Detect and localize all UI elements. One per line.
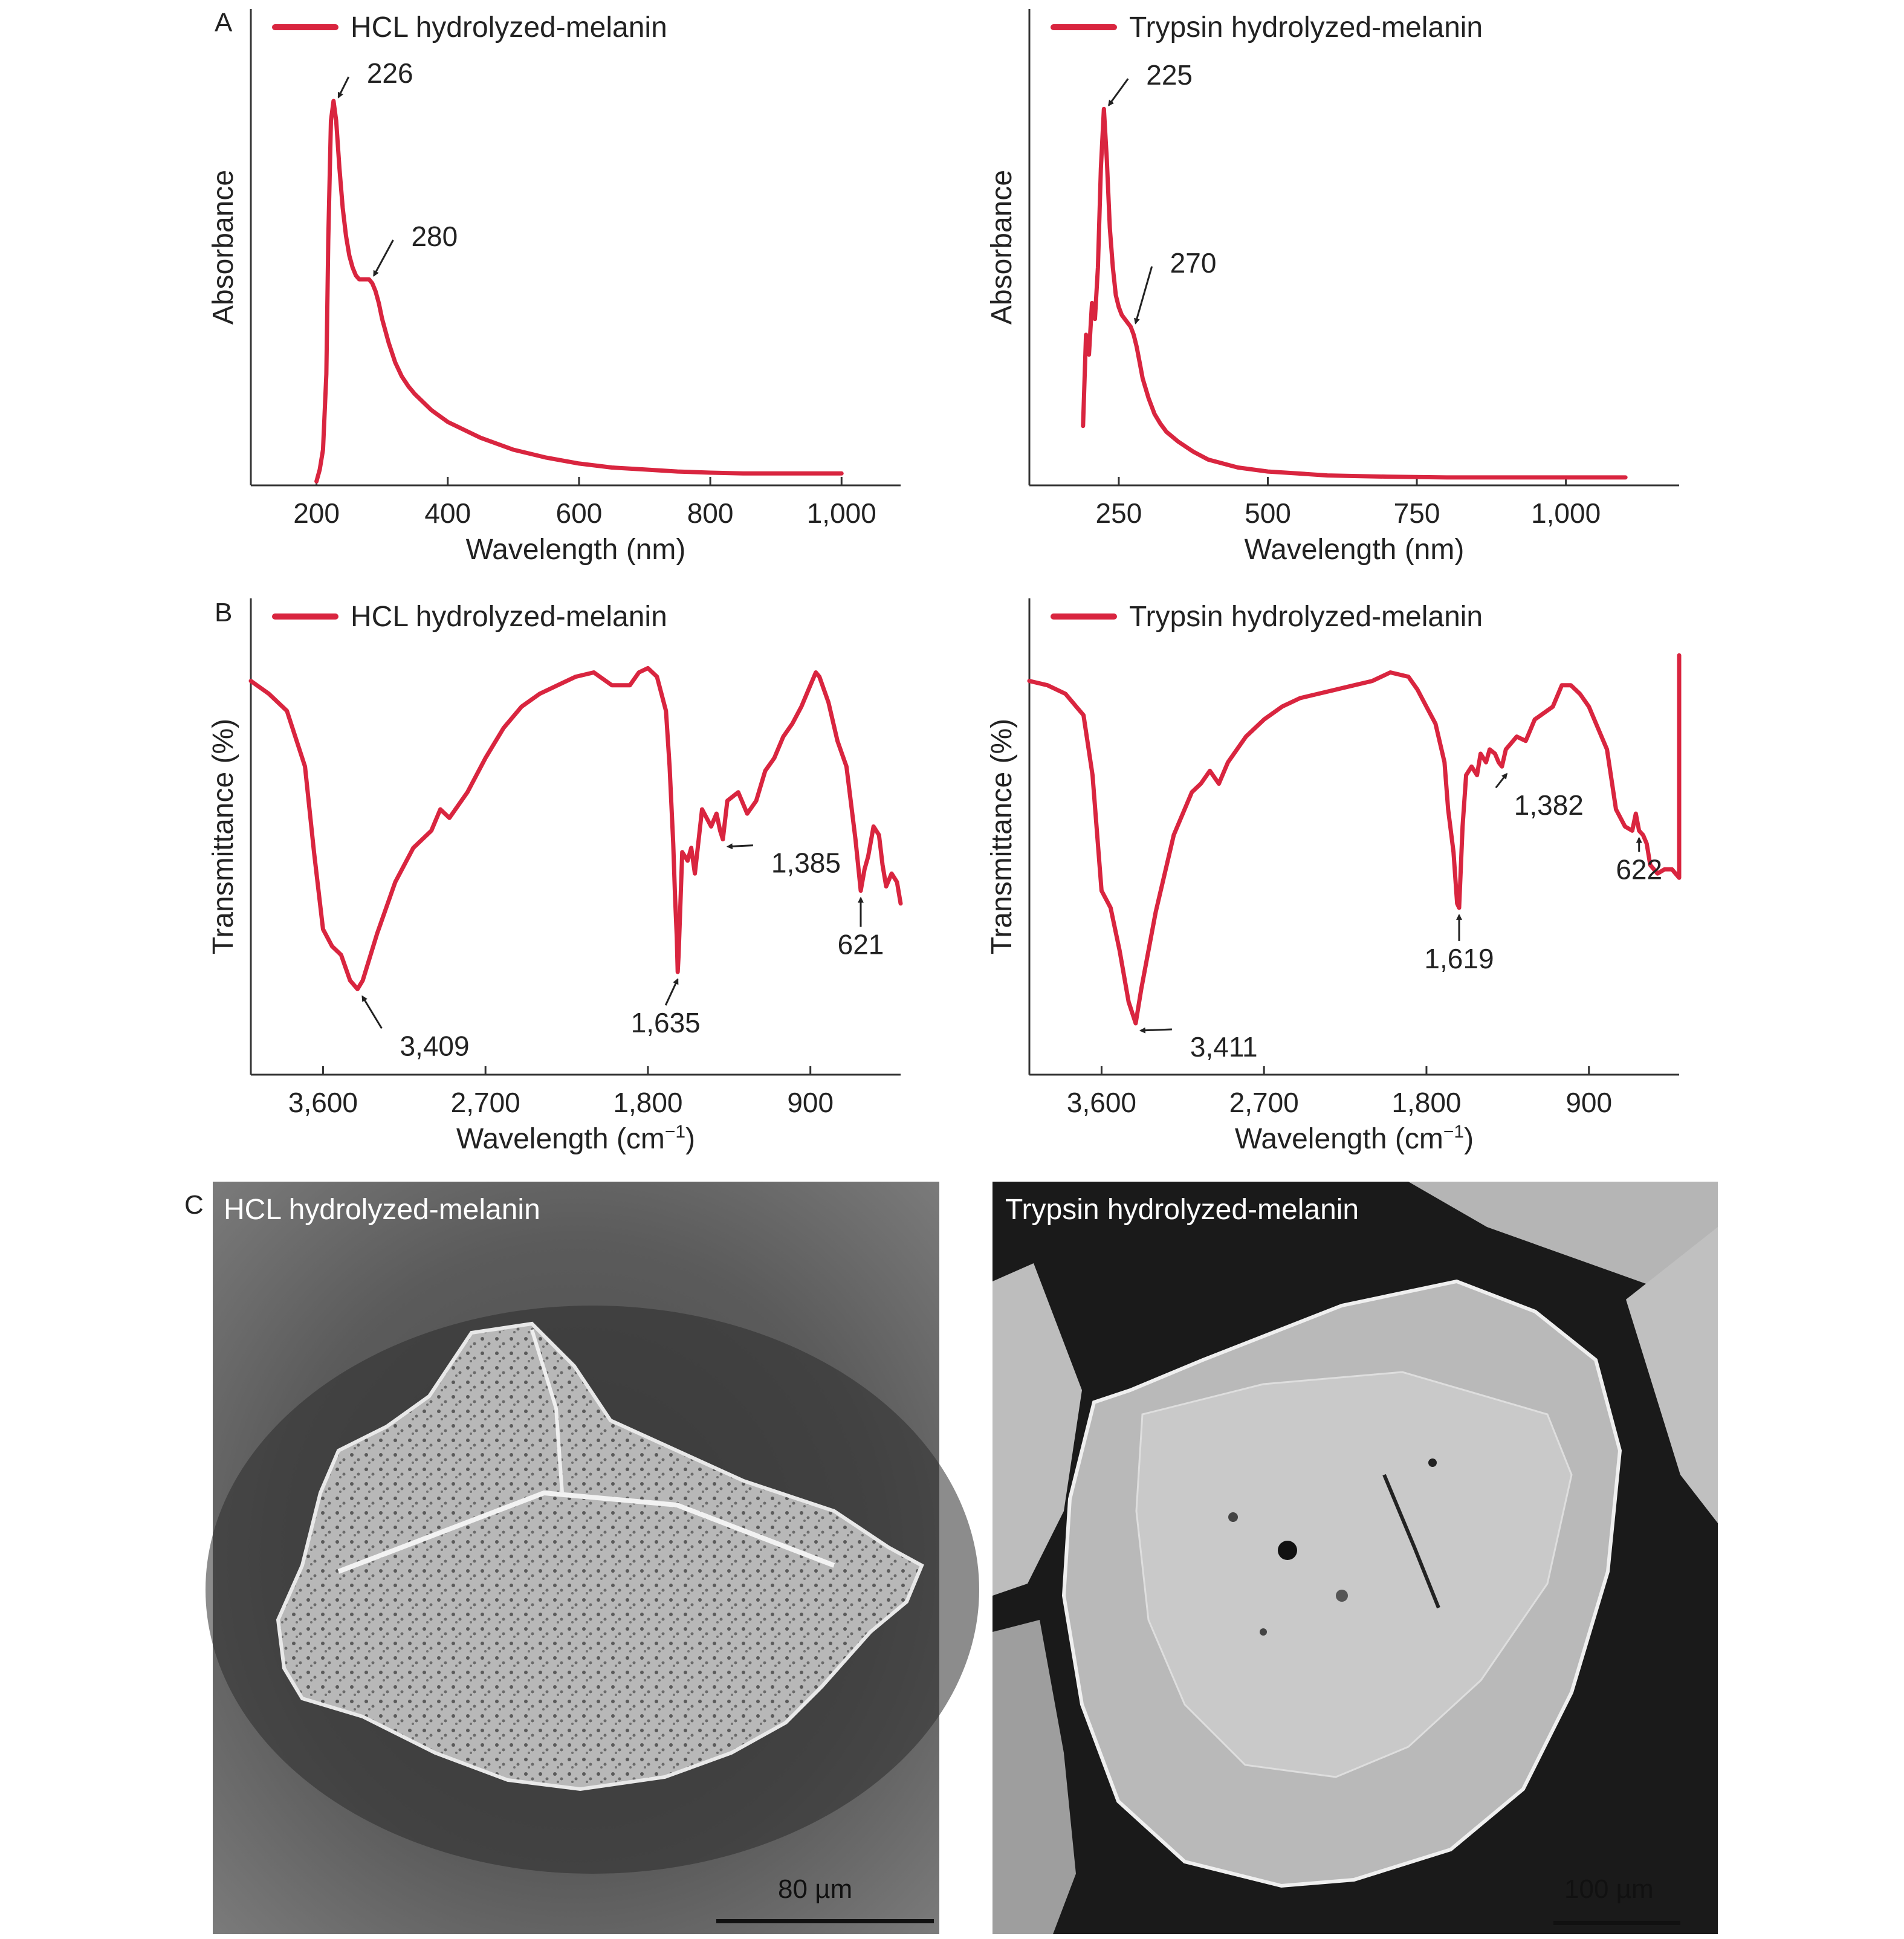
sem-right-scalebar [1553, 1921, 1680, 1925]
annotation-arrow [1134, 266, 1153, 325]
sem-right-pore-5 [1260, 1628, 1267, 1636]
y-axis-label: Absorbance [207, 170, 239, 325]
annotation-arrow [373, 239, 394, 277]
y-axis-label: Absorbance [986, 170, 1018, 325]
sem-right-fragment-bottomleft [992, 1620, 1076, 1934]
series-line [314, 99, 844, 484]
sem-right-fragment-rightedge [1626, 1227, 1718, 1523]
legend-label: HCL hydrolyzed-melanin [351, 601, 667, 633]
x-tick-label: 1,000 [1531, 497, 1601, 529]
series-line [1081, 106, 1628, 480]
annotation-arrow [361, 995, 383, 1029]
uv-hcl-chart: 200 400 600 800 1,000 Wavelength (nm) Absorban… [207, 9, 901, 566]
sem-left-title: HCL hydrolyzed-melanin [224, 1194, 540, 1226]
y-axis-label: Transmittance (%) [986, 719, 1018, 954]
legend-label: Trypsin hydrolyzed-melanin [1129, 11, 1483, 44]
annotation-label: 3,411 [1190, 1031, 1258, 1063]
annotation-arrow [337, 76, 350, 99]
sem-right-scale-label: 100 µm [1564, 1874, 1654, 1904]
legend-label: Trypsin hydrolyzed-melanin [1129, 601, 1483, 633]
annotation-label: 1,635 [631, 1007, 701, 1038]
panel-tag-b: B [215, 598, 232, 627]
annotation-label: 622 [1616, 853, 1662, 885]
sem-right-fragment-top [1408, 1182, 1718, 1318]
annotation-label: 1,619 [1424, 943, 1494, 974]
x-tick-label: 600 [556, 497, 603, 529]
annotation-label: 270 [1170, 247, 1217, 279]
x-axis-label: Wavelength (cm−1) [1235, 1122, 1474, 1155]
uv-trypsin-chart: 250 500 750 1,000 Wavelength (nm) Absorbance T… [986, 9, 1679, 566]
sem-image-trypsin: Trypsin hydrolyzed-melanin 100 µm [992, 1182, 1718, 1934]
annotation-label: 621 [838, 929, 884, 960]
annotation-arrow [1495, 772, 1507, 789]
x-tick-label: 1,800 [613, 1087, 682, 1118]
y-axis-label: Transmittance (%) [207, 719, 239, 954]
sem-right-pore-1 [1278, 1541, 1297, 1560]
sem-left-ridge-2 [530, 1329, 564, 1494]
annotation-arrow [1108, 78, 1129, 106]
x-tick-label: 500 [1245, 497, 1291, 529]
x-tick-label: 400 [424, 497, 471, 529]
sem-right-pore-2 [1428, 1458, 1437, 1467]
legend-label: HCL hydrolyzed-melanin [351, 11, 667, 44]
panel-tag-c: C [184, 1190, 204, 1220]
annotation-label: 1,382 [1514, 789, 1584, 821]
x-tick-label: 2,700 [1229, 1087, 1299, 1118]
panel-tag-a: A [215, 8, 233, 37]
x-tick-label: 250 [1096, 497, 1142, 529]
x-tick-label: 2,700 [451, 1087, 520, 1118]
x-axis-label: Wavelength (cm−1) [456, 1122, 695, 1155]
x-tick-label: 750 [1394, 497, 1440, 529]
annotation-label: 1,385 [771, 847, 841, 879]
annotation-arrow [664, 978, 679, 1006]
sem-image-hcl: HCL hydrolyzed-melanin 80 µm [206, 1182, 979, 1934]
sem-left-scale-label: 80 µm [778, 1874, 852, 1904]
annotation-arrow [1139, 1027, 1172, 1034]
annotation-arrow [726, 843, 753, 850]
x-tick-label: 1,800 [1391, 1087, 1461, 1118]
annotation-label: 3,409 [400, 1030, 469, 1061]
sem-left-particle [276, 1321, 924, 1792]
sem-left-ridge [337, 1490, 835, 1574]
annotation-label: 280 [411, 221, 458, 252]
sem-right-pore-3 [1336, 1590, 1348, 1602]
annotation-label: 225 [1146, 59, 1193, 91]
sem-right-pore-4 [1228, 1512, 1238, 1522]
x-tick-label: 1,000 [807, 497, 876, 529]
x-axis-label: Wavelength (nm) [1245, 534, 1465, 566]
ir-trypsin-chart: 3,600 2,700 1,800 900 Wavelength (cm−1) Trans… [986, 598, 1682, 1155]
x-tick-label: 200 [293, 497, 340, 529]
sem-right-title: Trypsin hydrolyzed-melanin [1005, 1194, 1359, 1226]
series-line [248, 665, 903, 991]
series-line [1027, 653, 1682, 1026]
x-tick-label: 3,600 [1067, 1087, 1136, 1118]
x-tick-label: 900 [787, 1087, 834, 1118]
ir-hcl-chart: 3,600 2,700 1,800 900 Wavelength (cm−1) Trans… [207, 598, 903, 1155]
sem-right-fragment-left [992, 1263, 1082, 1596]
sem-right-crack [1382, 1474, 1440, 1609]
x-tick-label: 800 [687, 497, 734, 529]
x-tick-label: 900 [1566, 1087, 1612, 1118]
sem-left-scalebar [716, 1919, 934, 1923]
x-axis-label: Wavelength (nm) [466, 534, 686, 566]
sem-right-inner-face [1135, 1371, 1573, 1778]
x-tick-label: 3,600 [288, 1087, 358, 1118]
annotation-label: 226 [367, 57, 413, 89]
